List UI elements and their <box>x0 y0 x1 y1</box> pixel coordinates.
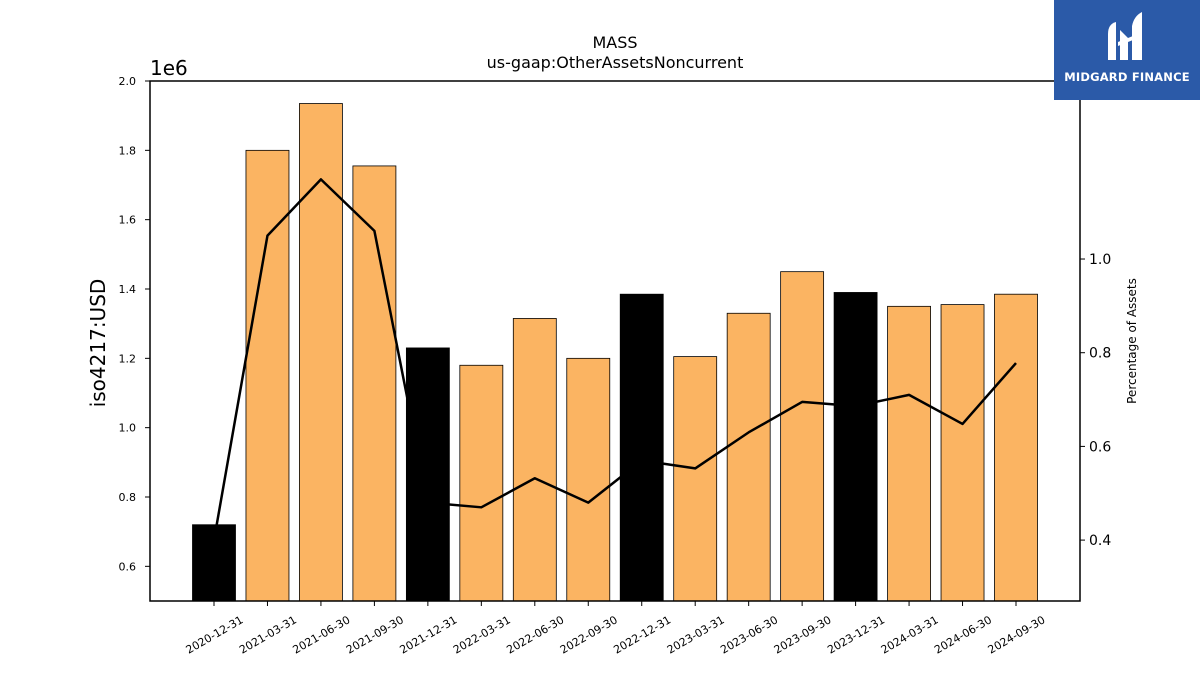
bar-2023-06-30 <box>726 312 771 602</box>
logo-text: MIDGARD FINANCE <box>1064 70 1190 84</box>
x-tick-label: 2022-06-30 <box>504 613 566 656</box>
y-tick-label: 1.0 <box>119 422 137 435</box>
y2-axis-ticks: 0.4 0.6 0.8 1.0 <box>1080 252 1111 549</box>
y-axis-ticks: 0.6 0.8 1.0 1.2 1.4 1.6 1.8 2.0 <box>119 75 150 573</box>
x-tick-label: 2023-03-31 <box>665 613 727 656</box>
chart-subtitle: us-gaap:OtherAssetsNoncurrent <box>487 53 744 72</box>
y2-tick-label: 0.8 <box>1089 346 1111 362</box>
midgard-logo-icon <box>1108 12 1142 60</box>
bar-2022-06-30 <box>512 318 557 602</box>
x-tick-label: 2022-12-31 <box>611 613 673 656</box>
bar-group <box>192 103 1038 602</box>
x-tick-label: 2023-09-30 <box>772 613 834 656</box>
y-tick-label: 0.6 <box>119 560 137 573</box>
x-tick-label: 2022-03-31 <box>451 613 513 656</box>
y-tick-label: 1.8 <box>119 144 137 157</box>
y2-tick-label: 0.4 <box>1089 533 1111 549</box>
y-offset-label: 1e6 <box>150 56 188 80</box>
x-tick-label: 2024-06-30 <box>932 613 994 656</box>
x-tick-label: 2024-03-31 <box>879 613 941 656</box>
bar-2023-12-31 <box>833 292 878 602</box>
x-tick-label: 2024-09-30 <box>986 613 1048 656</box>
y2-tick-label: 0.6 <box>1089 439 1111 455</box>
midgard-finance-logo: MIDGARD FINANCE <box>1054 0 1200 100</box>
y2-tick-label: 1.0 <box>1089 252 1111 268</box>
y-tick-label: 0.8 <box>119 491 137 504</box>
x-tick-label: 2021-06-30 <box>291 613 353 656</box>
y-tick-label: 1.2 <box>119 352 137 365</box>
bar-2021-03-31 <box>245 149 290 602</box>
x-tick-label: 2021-09-30 <box>344 613 406 656</box>
x-tick-label: 2021-12-31 <box>397 613 459 656</box>
x-axis-ticks: 2020-12-312021-03-312021-06-302021-09-30… <box>184 601 1048 657</box>
x-tick-label: 2021-03-31 <box>237 613 299 656</box>
percentage-line <box>212 178 1017 541</box>
x-tick-label: 2023-06-30 <box>718 613 780 656</box>
x-tick-label: 2022-09-30 <box>558 613 620 656</box>
bar-2021-12-31 <box>405 347 450 602</box>
x-tick-label: 2023-12-31 <box>825 613 887 656</box>
bar-2021-09-30 <box>352 165 397 602</box>
bar-2023-09-30 <box>780 271 825 602</box>
bar-2022-09-30 <box>566 357 611 602</box>
plot-frame <box>149 80 1081 602</box>
bar-2023-03-31 <box>673 356 718 602</box>
x-tick-label: 2020-12-31 <box>184 613 246 656</box>
percentage-line-group <box>212 178 1017 541</box>
chart-title: MASS <box>592 33 637 52</box>
y-tick-label: 2.0 <box>119 75 137 88</box>
bar-2021-06-30 <box>299 103 343 602</box>
bar-2022-03-31 <box>459 364 504 602</box>
y2-axis-label: Percentage of Assets <box>1125 278 1139 404</box>
y-axis-label: iso4217:USD <box>86 279 110 408</box>
bar-2024-06-30 <box>940 304 985 602</box>
bar-2024-09-30 <box>994 293 1038 602</box>
bar-2024-03-31 <box>887 305 931 602</box>
y-tick-label: 1.4 <box>119 283 137 296</box>
y-tick-label: 1.6 <box>119 214 137 227</box>
bar-2022-12-31 <box>619 293 664 602</box>
